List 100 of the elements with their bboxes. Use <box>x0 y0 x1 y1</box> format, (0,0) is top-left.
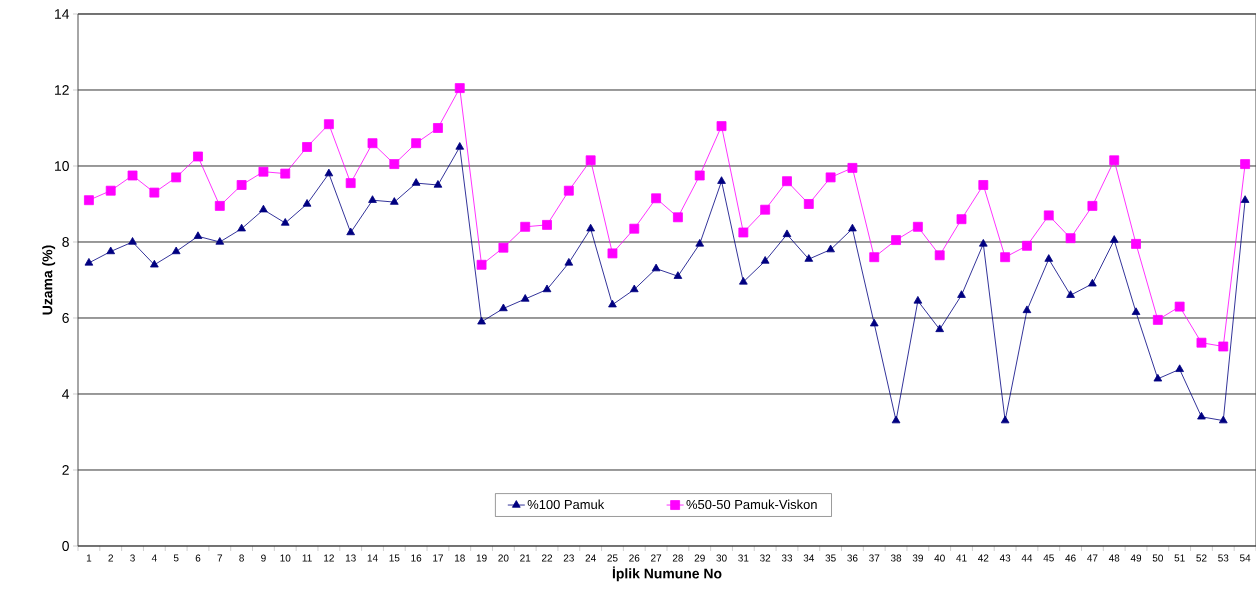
x-tick-label: 51 <box>1174 554 1185 562</box>
x-tick-label: 5 <box>173 554 179 562</box>
point <box>302 142 312 152</box>
point <box>236 180 247 190</box>
point <box>804 254 814 262</box>
point <box>694 170 705 181</box>
x-tick-label: 14 <box>367 554 378 562</box>
x-tick-label: 53 <box>1218 554 1229 562</box>
x-tick-label: 31 <box>738 554 749 562</box>
y-tick-label: 0 <box>62 541 69 551</box>
point <box>477 316 486 325</box>
point <box>324 168 334 177</box>
x-tick-label: 4 <box>151 554 157 562</box>
y-tick-label: 4 <box>62 389 70 399</box>
point <box>1022 305 1032 314</box>
point <box>499 303 508 312</box>
point <box>105 185 116 196</box>
point <box>869 318 879 327</box>
point <box>411 138 422 149</box>
point <box>84 195 94 206</box>
x-tick-label: 22 <box>541 554 553 562</box>
point <box>739 277 748 285</box>
point <box>1240 159 1250 169</box>
point <box>848 223 857 232</box>
point <box>171 172 182 183</box>
point <box>520 294 530 302</box>
point <box>673 271 683 279</box>
point <box>1218 415 1228 424</box>
x-tick-label: 39 <box>912 554 923 562</box>
point <box>586 223 595 232</box>
x-tick-label: 3 <box>130 554 135 562</box>
point <box>433 123 443 133</box>
x-tick-label: 50 <box>1152 554 1163 562</box>
point <box>717 176 726 184</box>
point <box>1218 341 1229 352</box>
x-tick-label: 13 <box>345 554 356 562</box>
x-tick-label: 33 <box>781 554 793 562</box>
x-tick-label: 52 <box>1196 554 1207 562</box>
point <box>193 231 203 239</box>
point <box>563 185 574 196</box>
x-tick-label: 25 <box>607 554 618 562</box>
point <box>891 415 901 424</box>
point <box>957 290 966 298</box>
point <box>127 170 138 181</box>
point <box>738 227 749 238</box>
point <box>237 223 246 232</box>
x-tick-label: 29 <box>694 554 705 562</box>
x-tick-label: 11 <box>302 554 312 562</box>
x-tick-label: 42 <box>978 554 989 562</box>
y-tick-label: 10 <box>55 161 69 171</box>
x-tick-label: 2 <box>108 554 113 562</box>
point <box>716 121 727 131</box>
x-tick-label: 23 <box>563 554 574 562</box>
x-tick-label: 54 <box>1239 554 1251 562</box>
point <box>259 204 268 213</box>
point <box>1000 415 1010 424</box>
point <box>520 221 531 232</box>
point <box>1088 278 1097 287</box>
point <box>803 199 814 209</box>
x-tick-label: 8 <box>239 554 244 562</box>
x-tick-label: 46 <box>1065 554 1076 562</box>
point <box>585 155 596 166</box>
point <box>302 199 312 207</box>
point <box>258 166 269 177</box>
point <box>608 299 617 308</box>
x-tick-label: 19 <box>476 554 487 562</box>
x-tick-label: 9 <box>261 554 266 562</box>
x-tick-label: 37 <box>869 554 880 562</box>
point <box>214 201 225 211</box>
point <box>433 180 443 188</box>
point <box>1044 254 1054 262</box>
y-tick-label: 2 <box>62 465 69 475</box>
point <box>367 138 378 149</box>
point <box>1109 155 1120 166</box>
x-tick-label: 1 <box>86 554 92 562</box>
x-tick-label: 49 <box>1130 554 1142 562</box>
point <box>149 187 160 198</box>
point <box>411 178 421 186</box>
x-tick-label: 28 <box>672 554 684 562</box>
point <box>1153 373 1163 382</box>
point <box>171 246 181 255</box>
point <box>1066 290 1075 298</box>
x-tick-label: 38 <box>890 554 902 562</box>
point <box>84 258 94 266</box>
point <box>280 218 290 226</box>
point <box>1196 337 1207 348</box>
x-tick-label: 47 <box>1087 554 1098 562</box>
x-tick-label: 7 <box>217 554 223 562</box>
point <box>476 259 487 270</box>
point <box>542 284 552 293</box>
point <box>498 242 509 253</box>
point <box>542 220 552 230</box>
point <box>346 227 355 236</box>
point <box>760 204 771 215</box>
x-tick-label: 6 <box>195 554 201 562</box>
point <box>150 259 159 268</box>
point <box>782 229 792 238</box>
point <box>913 296 923 304</box>
point <box>847 163 858 173</box>
x-tick-label: 21 <box>520 554 531 562</box>
